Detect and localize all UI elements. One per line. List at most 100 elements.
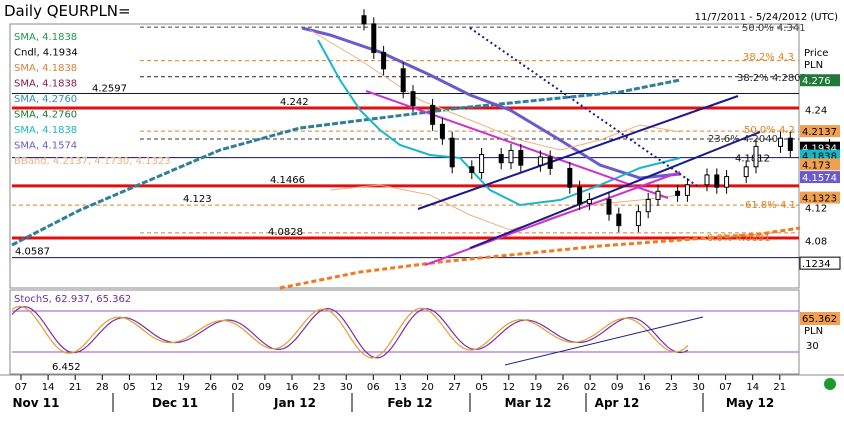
stoch-layer [11,305,799,366]
candle-body [616,213,622,227]
legend-item: SMA, 4.1838 [14,32,77,43]
price-value-text: .1234 [802,259,831,270]
level-label: 4.123 [183,194,212,205]
trendline-dotted [469,27,701,189]
price-value-box [800,191,840,204]
price-value-box [800,74,840,87]
trendline-magenta-lower [424,171,681,266]
x-tick-label: 14 [42,382,55,393]
stoch-value-box [800,312,840,325]
legend: SMA, 4.1838 Cndl, 4.1934 SMA, 4.1838 SMA, 4… [14,32,171,167]
x-tick-label: 07 [719,382,732,393]
level-label: 4.0828 [268,227,303,238]
price-value-text: 4.2137 [802,127,837,138]
stoch-d-line [11,305,689,359]
price-value-text: 4.276 [802,76,831,87]
sma-purple-line [301,26,681,180]
candle-body [743,166,749,178]
sma-200-line [279,226,801,290]
price-tick: 4.24 [805,106,827,117]
x-tick-label: 09 [259,382,272,393]
trendline-magenta-upper [365,90,669,199]
trendline-channel-lower [469,131,761,249]
candle-body [361,15,367,25]
fib-label: 38.2% 4.2802 [737,73,807,84]
x-axis: 07 14 21 28 05 12 19 26 02 09 16 23 30 06 13 20 27 05 12 19… [13,375,786,412]
candle-body [567,167,573,188]
x-tick-label: 26 [557,382,570,393]
price-axis-title: Price [804,48,828,59]
legend-item: Cndl, 4.1934 [14,48,78,59]
date-range: 11/7/2011 - 5/24/2012 (UTC) [695,12,838,23]
candle-body [577,186,583,205]
price-tick: 4.08 [805,236,827,247]
candle-body [439,123,445,139]
legend-item: SMA, 4.2760 [14,94,77,105]
x-tick-label: 06 [367,382,380,393]
candle-body [586,198,592,205]
candle-body [371,23,377,53]
x-tick-label: 12 [150,382,163,393]
price-value-text: 4.1934 [802,144,837,155]
stoch-low-label: 6.452 [52,362,81,373]
x-tick-label: 05 [475,382,488,393]
legend-item: SMA, 4.2760 [14,110,77,121]
price-value-text: 4.173 [802,160,831,171]
bband-lower-line [329,184,681,231]
month-label: Mar 12 [505,396,552,410]
x-tick-label: 21 [69,382,82,393]
sma-cyan-line [317,39,681,207]
price-value-box [800,125,840,138]
price-value-box [800,171,840,184]
level-label: 4.1812 [735,154,770,165]
x-tick-label: 02 [231,382,244,393]
x-tick-label: 26 [204,382,217,393]
x-tick-label: 23 [665,382,678,393]
month-label: Jan 12 [273,396,316,410]
x-tick-label: 27 [448,382,461,393]
x-tick-label: 30 [340,382,353,393]
level-label: 4.1466 [270,175,305,186]
x-tick-label: 28 [96,382,109,393]
candle-body [508,149,514,164]
candle-body [684,184,690,196]
x-tick-label: 20 [421,382,434,393]
x-tick-label: 09 [611,382,624,393]
candle-body [704,174,710,186]
legend-item: SMA, 4.1838 [14,79,77,90]
status-indicator-icon[interactable] [824,378,836,390]
x-tick-label: 19 [177,382,190,393]
price-panel [9,23,800,289]
stoch-tick: 30 [806,341,819,352]
legend-item: BBand, 4.2137, 4.1730, 4.1323 [14,156,171,167]
fib-label: 50.0% 4.341 [742,23,806,34]
candle-body [724,176,730,188]
candle-body [518,149,524,166]
legend-item: SMA, 4.1574 [14,141,77,152]
month-label: Dec 11 [152,396,198,410]
x-tick-label: 12 [502,382,515,393]
candle-body [787,137,793,151]
price-tick: 4.12 [805,204,827,215]
candle-body [381,51,387,70]
price-layer: 4.2597 4.242 4.1466 4.123 4.0828 4.0587 4.1812… [11,23,807,290]
fib-label: 38.2% 4.3 [743,52,794,63]
trendline-channel-upper [417,95,739,210]
candle-body [469,166,475,174]
legend-item: SMA, 4.1838 [14,125,77,136]
price-axis-unit: PLN [804,60,823,71]
x-tick-label: 16 [286,382,299,393]
candle-body [449,137,455,168]
fib-label: 0.0% 4.0891 [707,233,771,244]
x-tick-label: 16 [638,382,651,393]
candle-body [714,174,720,188]
stoch-trendline [504,316,704,366]
candle-body [655,190,661,200]
price-value-boxes: 4.24 4.12 4.08 4.276 4.2137 4.19344.18384.173… [799,74,841,270]
price-value-text: 4.1574 [802,173,837,184]
candle-body [645,198,651,213]
candle-body [606,198,612,215]
sma-long-line [11,78,681,247]
candle-body [537,156,543,166]
